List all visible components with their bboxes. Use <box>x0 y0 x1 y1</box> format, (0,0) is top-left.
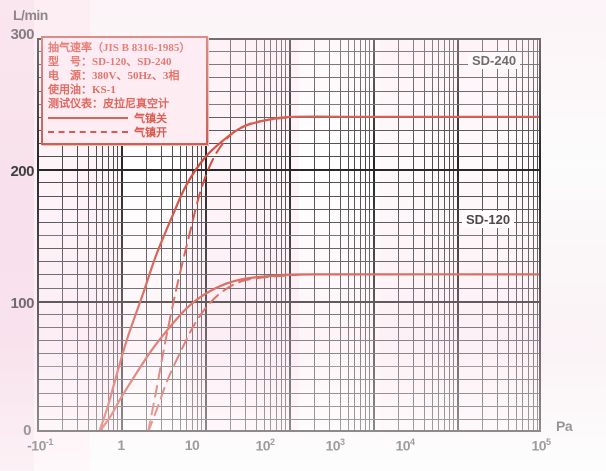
grid-line-horizontal <box>37 77 541 79</box>
grid-line-horizontal <box>37 379 541 381</box>
x-tick-1e3: 103 <box>316 437 354 454</box>
grid-line-horizontal <box>37 392 541 394</box>
curve-label-sd240: SD-240 <box>468 52 521 69</box>
grid-line-horizontal <box>37 156 541 158</box>
x-tick-1e2: 102 <box>246 437 284 454</box>
curve-sd-120-gas-ballast-open <box>147 273 305 432</box>
legend-solid-line-icon <box>48 117 128 119</box>
x-tick-1e2-base: 10 <box>255 437 271 454</box>
y-tick-200: 200 <box>10 163 34 180</box>
legend-box: 抽气速率（JIS B 8316-1985） 型 号：SD-120、SD-240 … <box>41 36 208 145</box>
x-tick-1e5-exp: 5 <box>546 437 551 447</box>
legend-line-oil: 使用油：KS-1 <box>48 84 116 96</box>
legend-key-solid: 气镇关 <box>48 111 202 125</box>
grid-line-horizontal <box>37 287 541 289</box>
grid-line-horizontal <box>37 182 541 184</box>
legend-dashed-line-icon <box>48 131 128 133</box>
x-tick-1e-1-exp: -1 <box>45 437 54 447</box>
y-tick-300: 300 <box>10 26 34 43</box>
legend-key-solid-label: 气镇关 <box>134 113 167 125</box>
grid-line-horizontal <box>37 418 541 420</box>
x-axis-unit: Pa <box>556 418 573 434</box>
grid-line-horizontal <box>37 235 541 236</box>
x-tick-1e4-exp: 4 <box>410 437 415 447</box>
grid-line-horizontal <box>37 366 541 368</box>
grid-line-horizontal <box>37 90 541 92</box>
grid-line-horizontal <box>37 51 541 53</box>
grid-line-horizontal <box>37 64 541 66</box>
grid-line-horizontal <box>37 248 541 250</box>
x-tick-1e5: 105 <box>522 437 560 454</box>
curve-sd-120 <box>98 273 541 432</box>
x-tick-10: 10 <box>184 437 200 453</box>
y-tick-0: 0 <box>23 422 31 439</box>
curve-label-sd120: SD-120 <box>462 211 515 228</box>
grid-line-horizontal <box>37 129 541 131</box>
grid-line-horizontal <box>37 300 541 303</box>
grid-line-horizontal <box>37 326 541 328</box>
x-tick-1e4-base: 10 <box>395 437 411 454</box>
x-tick-1e-1: -10-1 <box>14 437 66 454</box>
grid-line-horizontal <box>37 143 541 145</box>
curve-sd-240 <box>98 115 541 432</box>
legend-line-gauge: 测试仪表：皮拉尼真空计 <box>48 98 169 110</box>
legend-line-power: 电 源：380V、50Hz、3相 <box>48 70 180 82</box>
grid-line-horizontal <box>37 261 541 263</box>
grid-line-horizontal <box>37 103 541 105</box>
x-tick-1e3-base: 10 <box>325 437 341 454</box>
curve-sd-240-gas-ballast-open <box>147 115 297 432</box>
x-tick-1e2-exp: 2 <box>270 437 275 447</box>
y-axis-unit: L/min <box>13 7 48 23</box>
x-tick-1e5-base: 10 <box>531 437 547 454</box>
legend-line-model: 型 号：SD-120、SD-240 <box>48 56 172 68</box>
grid-line-horizontal <box>37 313 541 315</box>
grid-line-horizontal <box>37 195 541 197</box>
grid-line-horizontal <box>37 208 541 210</box>
x-tick-1e-1-sign: - <box>27 437 32 454</box>
grid-line-horizontal <box>37 221 541 223</box>
grid-line-horizontal <box>37 405 541 407</box>
legend-key-dashed: 气镇开 <box>48 125 202 139</box>
x-tick-1e3-exp: 3 <box>340 437 345 447</box>
curves-layer <box>98 115 541 432</box>
y-tick-100: 100 <box>10 295 34 312</box>
grid-line-horizontal <box>37 353 541 355</box>
grid-line-horizontal <box>37 169 541 172</box>
legend-line-title: 抽气速率（JIS B 8316-1985） <box>48 42 191 54</box>
grid-line-horizontal <box>37 340 541 342</box>
x-tick-1e4: 104 <box>386 437 424 454</box>
legend-key-dashed-label: 气镇开 <box>134 127 167 139</box>
x-tick-1e-1-base: 10 <box>31 437 46 454</box>
x-tick-1: 1 <box>117 437 125 453</box>
